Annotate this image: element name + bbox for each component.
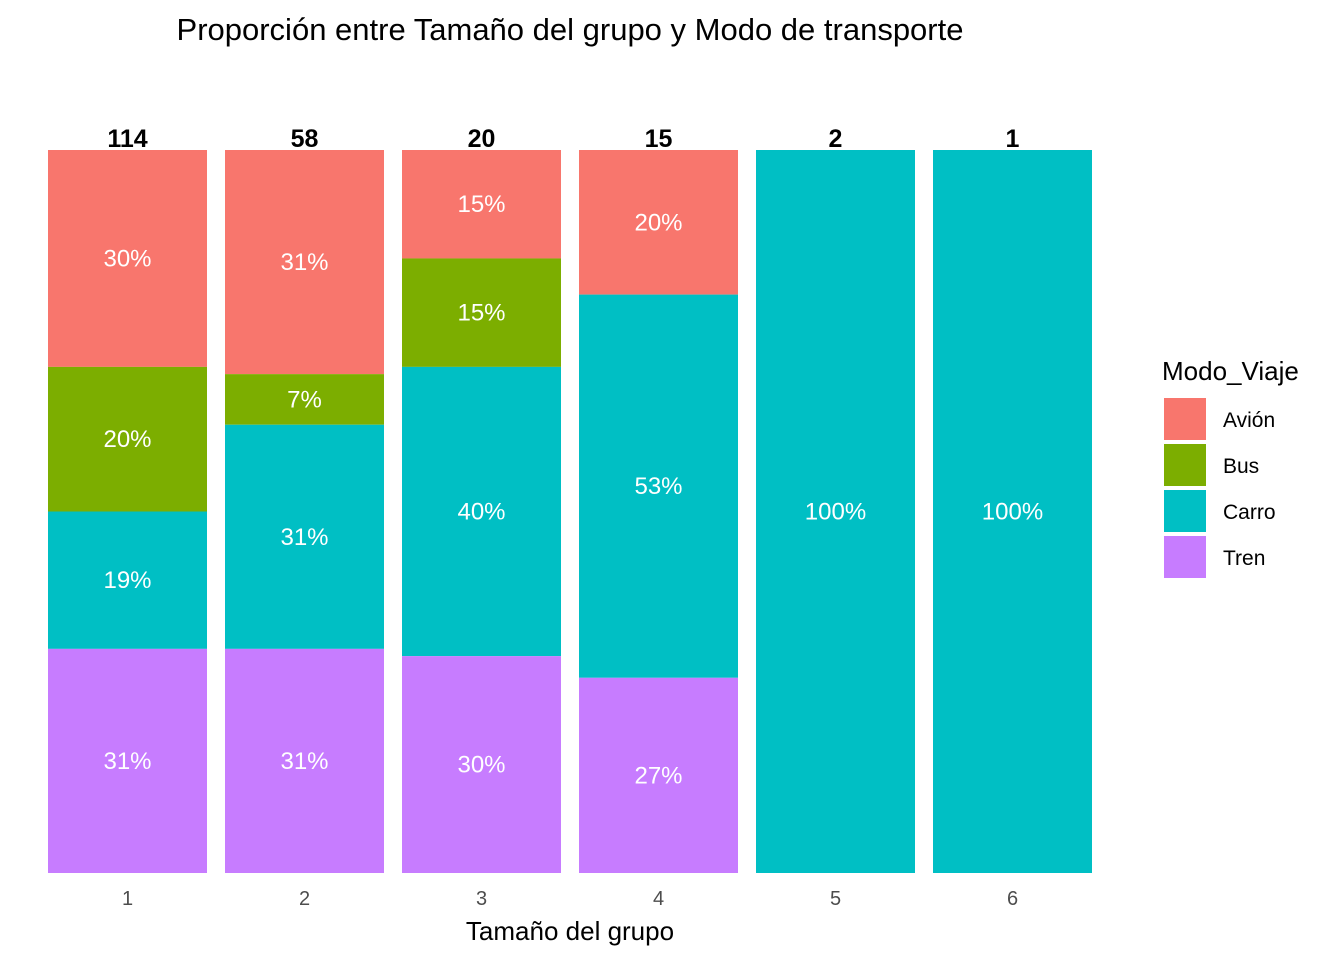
bar-segment-carro-1 (48, 511, 207, 649)
count-labels-group: 114 58 20 15 2 1 (107, 125, 1019, 153)
percent-label: 31% (280, 524, 328, 551)
bar-segment-bus-2 (225, 374, 384, 425)
group-count-label: 58 (291, 125, 319, 153)
bar-segment-avión-3 (402, 150, 561, 259)
bar-segment-avión-4 (579, 150, 738, 295)
legend-swatch-avión (1164, 398, 1206, 440)
group-count-label: 15 (645, 125, 673, 153)
legend-label: Bus (1223, 455, 1259, 478)
bar-segment-carro-6 (933, 150, 1092, 873)
group-count-label: 20 (468, 125, 496, 153)
x-tick-label: 6 (1007, 888, 1018, 910)
x-tick-label: 4 (653, 888, 664, 910)
percent-label: 20% (634, 209, 682, 236)
x-tick-label: 1 (122, 888, 133, 910)
legend-label: Tren (1223, 547, 1265, 570)
bar-segment-carro-2 (225, 424, 384, 649)
legend-swatch-tren (1164, 536, 1206, 578)
chart-title: Proporción entre Tamaño del grupo y Modo… (177, 12, 964, 47)
bar-segment-avión-1 (48, 150, 207, 367)
percent-label: 20% (103, 426, 151, 453)
percent-label: 31% (280, 748, 328, 775)
bars-group (48, 150, 1092, 873)
percent-label: 40% (457, 499, 505, 526)
bar-segment-carro-3 (402, 366, 561, 657)
legend-swatch-bus (1164, 444, 1206, 486)
percent-label: 31% (103, 748, 151, 775)
percent-label: 30% (457, 752, 505, 779)
group-count-label: 2 (829, 125, 843, 153)
legend-label: Avión (1223, 409, 1275, 432)
bar-segment-tren-1 (48, 648, 207, 873)
legend-swatch-carro (1164, 490, 1206, 532)
legend: Modo_Viaje Avión Bus Carro Tren (1162, 356, 1299, 578)
percent-label: 27% (634, 762, 682, 789)
x-tick-label: 3 (476, 888, 487, 910)
x-tick-label: 2 (299, 888, 310, 910)
group-count-label: 1 (1006, 125, 1020, 153)
bar-segment-bus-1 (48, 366, 207, 512)
legend-label: Carro (1223, 501, 1276, 524)
x-axis-title: Tamaño del grupo (466, 916, 674, 946)
bar-segment-avión-2 (225, 150, 384, 375)
bar-segment-tren-4 (579, 677, 738, 873)
percent-label: 100% (982, 499, 1043, 526)
x-axis-ticks: 1 2 3 4 5 6 (122, 888, 1018, 910)
percent-label: 53% (634, 473, 682, 500)
percent-label: 100% (805, 499, 866, 526)
x-tick-label: 5 (830, 888, 841, 910)
bar-segment-tren-3 (402, 656, 561, 873)
percent-labels-group: 30% 20% 19% 31% 31% 7% 31% 31% 15% 15% 40% 30% 20% 53… (103, 191, 1043, 789)
percent-label: 31% (280, 249, 328, 276)
bar-segment-carro-4 (579, 294, 738, 678)
percent-label: 15% (457, 191, 505, 218)
bar-segment-bus-3 (402, 258, 561, 367)
percent-label: 30% (103, 245, 151, 272)
legend-title: Modo_Viaje (1162, 356, 1299, 386)
percent-label: 7% (287, 386, 322, 413)
percent-label: 15% (457, 300, 505, 327)
bar-segment-carro-5 (756, 150, 915, 873)
group-count-label: 114 (107, 125, 147, 153)
bar-segment-tren-2 (225, 648, 384, 873)
percent-label: 19% (103, 567, 151, 594)
